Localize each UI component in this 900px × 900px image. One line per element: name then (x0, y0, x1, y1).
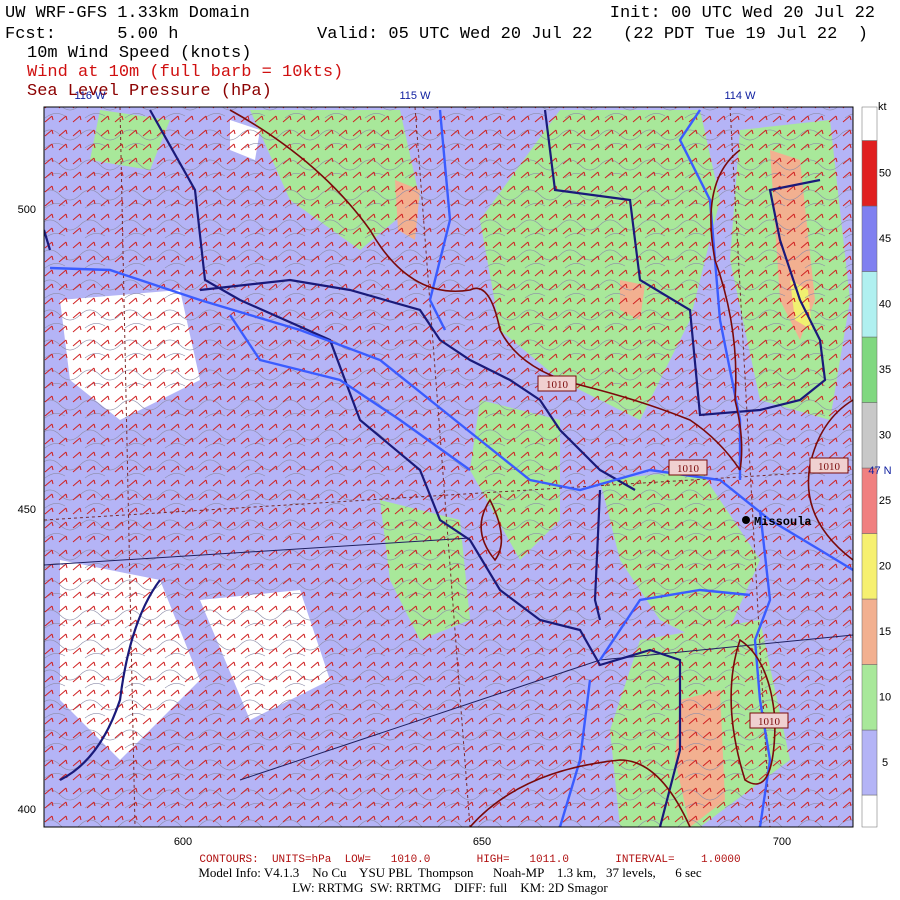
city-label: Missoula (754, 515, 812, 529)
footer: CONTOURS: UNITS=hPa LOW= 1010.0 HIGH= 10… (198, 854, 740, 895)
x-tick-label: 600 (174, 836, 192, 848)
colorbar-segment (861, 106, 878, 141)
city-marker (742, 516, 750, 524)
colorbar-label: 10 (879, 692, 891, 704)
forecast-hour: Fcst: 5.00 h (5, 25, 178, 44)
lon-label: 114 W (725, 90, 757, 102)
y-tick-label: 450 (18, 504, 36, 516)
lat-label: 47 N (868, 465, 891, 477)
highway-number: 90 (27, 239, 39, 250)
boundaries (44, 109, 827, 827)
title: UW WRF-GFS 1.33km Domain (5, 4, 250, 23)
field-label: Sea Level Pressure (hPa) (27, 82, 272, 101)
colorbar-segment (861, 533, 878, 600)
contour-labels: 1010 1010 1010 1010 (537, 375, 849, 729)
contour-label: 1010 (546, 379, 569, 391)
colorbar-segment (861, 336, 878, 403)
colorbar-label: 40 (879, 299, 891, 311)
colorbar-label: 50 (879, 168, 891, 180)
lon-label: 115 W (400, 90, 432, 102)
y-tick-label: 400 (18, 804, 36, 816)
colorbar-label: 20 (879, 561, 891, 573)
colorbar-segment (861, 402, 878, 469)
colorbar-label: 15 (879, 626, 891, 638)
init-time: Init: 00 UTC Wed 20 Jul 22 (610, 4, 875, 23)
pressure-contours (229, 109, 853, 827)
colorbar-label: 35 (879, 364, 891, 376)
colorbar-label: 30 (879, 430, 891, 442)
colorbar-segment (861, 598, 878, 665)
colorbar-segment (861, 467, 878, 534)
valid-time: Valid: 05 UTC Wed 20 Jul 22 (22 PDT Tue … (317, 25, 868, 44)
header: UW WRF-GFS 1.33km Domain Init: 00 UTC We… (5, 4, 875, 101)
contour-label: 1010 (818, 461, 841, 473)
axis-labels: 116 W 115 W 114 W 47 N 600 650 700 400 4… (18, 90, 892, 848)
contour-label: 1010 (758, 716, 781, 728)
map-area: 1010 1010 1010 1010 Missoula 90 (27, 107, 853, 827)
y-tick-label: 500 (18, 204, 36, 216)
x-tick-label: 650 (473, 836, 491, 848)
colorbar-segment (861, 729, 878, 796)
colorbar-label: 25 (879, 495, 891, 507)
lon-label: 116 W (75, 90, 107, 102)
highway-shield: 90 (27, 231, 45, 250)
colorbar-segment (861, 664, 878, 731)
field-label: 10m Wind Speed (knots) (27, 44, 251, 63)
colorbar: kt 5 10 15 20 25 30 35 40 45 50 (861, 101, 891, 828)
x-tick-label: 700 (773, 836, 791, 848)
physics-info: LW: RRTMG SW: RRTMG DIFF: full KM: 2D Sm… (292, 880, 608, 895)
map-frame (43, 106, 854, 828)
field-label: Wind at 10m (full barb = 10kts) (27, 63, 343, 82)
colorbar-segment (861, 271, 878, 338)
colorbar-segment (861, 205, 878, 272)
colorbar-label: 45 (879, 233, 891, 245)
contour-info: CONTOURS: UNITS=hPa LOW= 1010.0 HIGH= 10… (199, 854, 740, 866)
colorbar-segment (861, 794, 878, 828)
contour-label: 1010 (677, 463, 700, 475)
colorbar-segment (861, 140, 878, 207)
colorbar-label: 5 (882, 757, 888, 769)
model-info: Model Info: V4.1.3 No Cu YSU PBL Thompso… (198, 865, 701, 880)
colorbar-unit: kt (878, 101, 887, 113)
